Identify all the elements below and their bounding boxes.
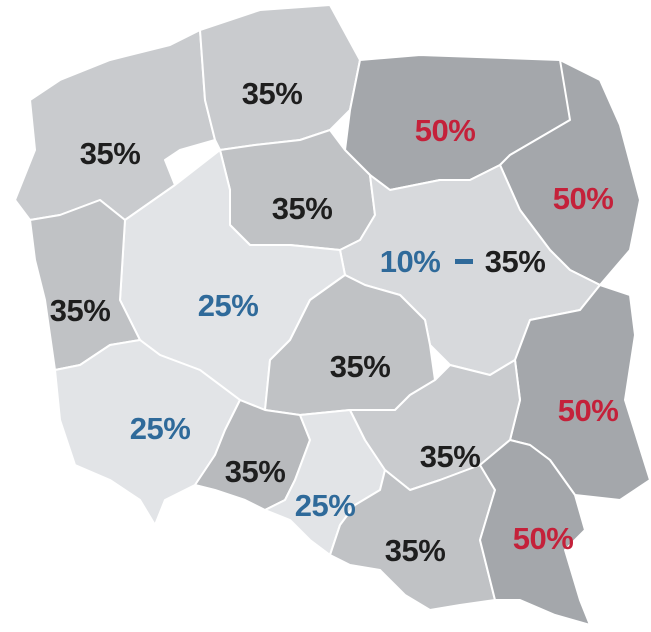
region-zachodniopomorskie <box>14 29 216 221</box>
region-label: 35% <box>330 349 391 384</box>
region-label: 50% <box>553 181 614 216</box>
region-label: 35% <box>225 454 286 489</box>
region-labels: 35% 35% 50% 50% 35% 10% 35% 25% 35% 35% … <box>50 76 619 568</box>
region-label: 50% <box>415 113 476 148</box>
region-podkarpackie <box>479 439 591 626</box>
region-label-to: 35% <box>485 244 546 279</box>
region-label: 35% <box>385 533 446 568</box>
region-label: 25% <box>198 288 259 323</box>
region-label: 35% <box>242 76 303 111</box>
region-label: 35% <box>50 293 111 328</box>
region-label: 50% <box>513 521 574 556</box>
region-label: 25% <box>130 411 191 446</box>
region-label: 35% <box>420 439 481 474</box>
regions <box>14 4 651 626</box>
region-label: 50% <box>558 393 619 428</box>
region-label: 25% <box>295 488 356 523</box>
region-label-from: 10% <box>380 244 441 279</box>
range-dash <box>455 259 473 264</box>
region-label: 35% <box>80 136 141 171</box>
region-label: 35% <box>272 191 333 226</box>
